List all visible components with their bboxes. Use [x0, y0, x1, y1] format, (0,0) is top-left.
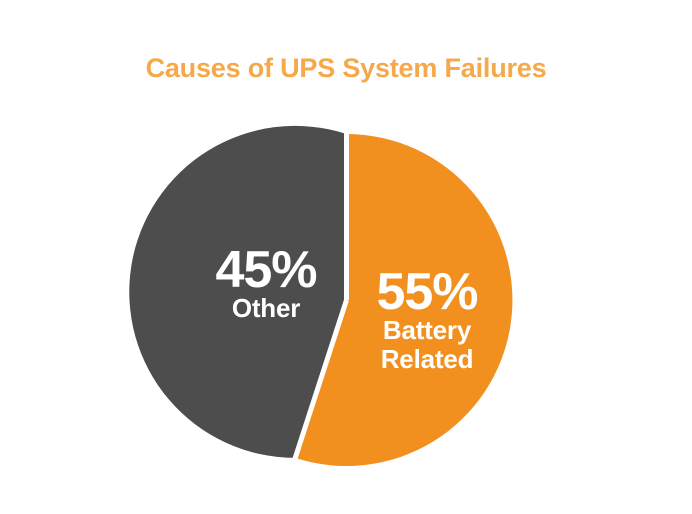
pie-slice-battery-related[interactable] [295, 134, 513, 466]
slice-name-battery-line1: Battery [382, 315, 472, 345]
slice-name-battery-line2: Related [380, 344, 474, 374]
slice-percent-battery-related: 55% [376, 263, 478, 321]
slice-percent-other: 45% [215, 241, 317, 299]
slice-divider-bottom [292, 299, 349, 461]
page-title: Causes of UPS System Failures [145, 53, 547, 83]
slice-name-other: Other [231, 293, 301, 323]
pie-slice-other[interactable] [129, 125, 347, 458]
slice-label-battery-related: 55% Battery Related [337, 263, 517, 374]
slice-label-other: 45% Other [176, 241, 356, 323]
